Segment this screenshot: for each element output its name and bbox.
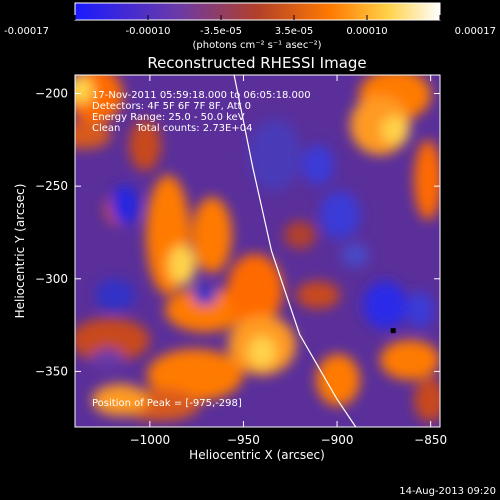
- solar-limb-line: [233, 75, 357, 427]
- footer-date: 14-Aug-2013 09:20: [399, 486, 496, 497]
- annotation-energy-range: Energy Range: 25.0 - 50.0 keV: [92, 112, 245, 123]
- heatmap-area: [75, 75, 440, 427]
- x-ticks: [149, 75, 432, 427]
- colorbar-ticks: [74, 15, 441, 20]
- plot-frame: [74, 74, 441, 428]
- y-tick-label: −250: [35, 179, 68, 193]
- x-tick-label: −900: [321, 433, 354, 447]
- annotation-detectors: Detectors: 4F 5F 6F 7F 8F, Att 0: [92, 101, 251, 112]
- colorbar-unit-label: (photons cm⁻² s⁻¹ asec⁻²): [192, 40, 321, 51]
- colorbar-tick-3: 3.5e-05: [275, 26, 313, 37]
- chart-title: Reconstructed RHESSI Image: [147, 54, 366, 72]
- colorbar-tick-0: -0.00017: [4, 26, 49, 37]
- annotation-time-range: 17-Nov-2011 05:59:18.000 to 06:05:18.000: [92, 90, 311, 101]
- colorbar-tick-5: 0.00017: [455, 26, 496, 37]
- y-tick-label: −200: [35, 87, 68, 101]
- y-ticks: [75, 93, 440, 372]
- annotation-clean-counts: Clean Total counts: 2.73E+04: [92, 123, 252, 134]
- colorbar: [74, 2, 441, 21]
- colorbar-tick-4: 0.00010: [346, 26, 387, 37]
- peak-marker: [390, 328, 396, 334]
- x-tick-label: −850: [414, 433, 447, 447]
- colorbar-tick-1: -0.00010: [126, 26, 171, 37]
- y-tick-label: −300: [35, 272, 68, 286]
- peak-position-label: Position of Peak = [-975,-298]: [92, 398, 242, 409]
- y-tick-label: −350: [35, 364, 68, 378]
- x-tick-label: −1000: [130, 433, 171, 447]
- y-axis-label: Heliocentric Y (arcsec): [13, 184, 27, 319]
- x-tick-label: −950: [227, 433, 260, 447]
- colorbar-tick-2: -3.5e-05: [200, 26, 242, 37]
- x-axis-label: Heliocentric X (arcsec): [189, 448, 325, 462]
